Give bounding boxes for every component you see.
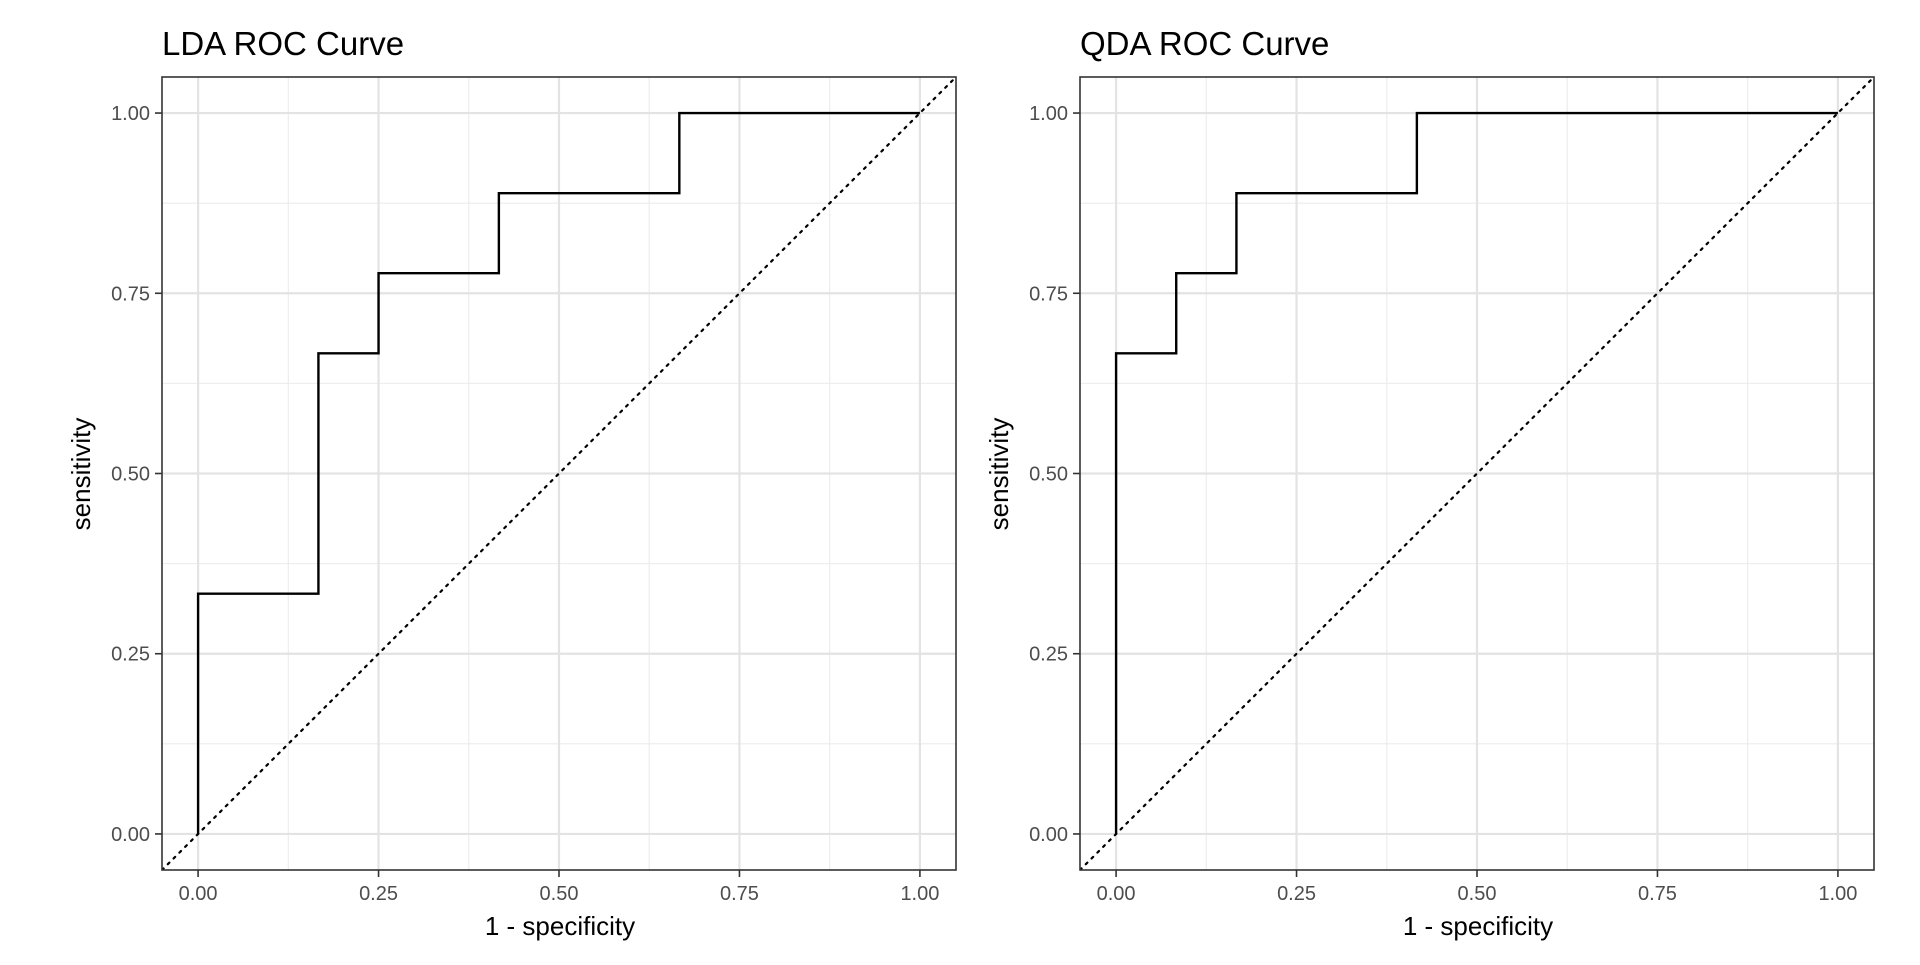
- y-tick-label: 0.25: [111, 644, 150, 666]
- y-axis-title: sensitivity: [66, 418, 96, 531]
- grid: [162, 77, 956, 870]
- x-tick-label: 0.75: [720, 883, 759, 905]
- x-tick-label: 0.50: [1458, 883, 1497, 905]
- x-axis-title: 1 - specificity: [1403, 911, 1553, 941]
- x-tick-label: 0.75: [1638, 883, 1677, 905]
- y-tick-label: 0.75: [111, 283, 150, 305]
- x-tick-label: 0.25: [359, 883, 398, 905]
- qda-roc-panel: QDA ROC Curve 1 - specificity sensitivit…: [984, 25, 1875, 941]
- panel-title: LDA ROC Curve: [162, 25, 404, 62]
- y-tick-label: 0.50: [1029, 464, 1068, 486]
- y-tick-label: 0.00: [111, 824, 150, 846]
- y-tick-label: 0.25: [1029, 644, 1068, 666]
- y-tick-label: 0.00: [1029, 824, 1068, 846]
- panel-title: QDA ROC Curve: [1080, 25, 1329, 62]
- y-tick-label: 1.00: [1029, 103, 1068, 125]
- x-tick-label: 0.00: [1097, 883, 1136, 905]
- x-tick-label: 0.25: [1277, 883, 1316, 905]
- qda-roc-curve: [1114, 111, 1838, 834]
- y-tick-label: 0.50: [111, 464, 150, 486]
- diagonal-reference-line: [1080, 77, 1874, 870]
- lda-roc-panel: LDA ROC Curve 1 - specificity sensitivit…: [66, 25, 957, 941]
- diagonal-reference-line: [162, 77, 956, 870]
- x-tick-label: 1.00: [1818, 883, 1857, 905]
- y-tick-label: 1.00: [111, 103, 150, 125]
- x-tick-label: 0.00: [179, 883, 218, 905]
- x-tick-label: 1.00: [900, 883, 939, 905]
- y-axis-title: sensitivity: [984, 418, 1014, 531]
- x-axis-title: 1 - specificity: [485, 911, 635, 941]
- lda-roc-curve: [196, 111, 920, 834]
- x-tick-label: 0.50: [540, 883, 579, 905]
- y-tick-label: 0.75: [1029, 283, 1068, 305]
